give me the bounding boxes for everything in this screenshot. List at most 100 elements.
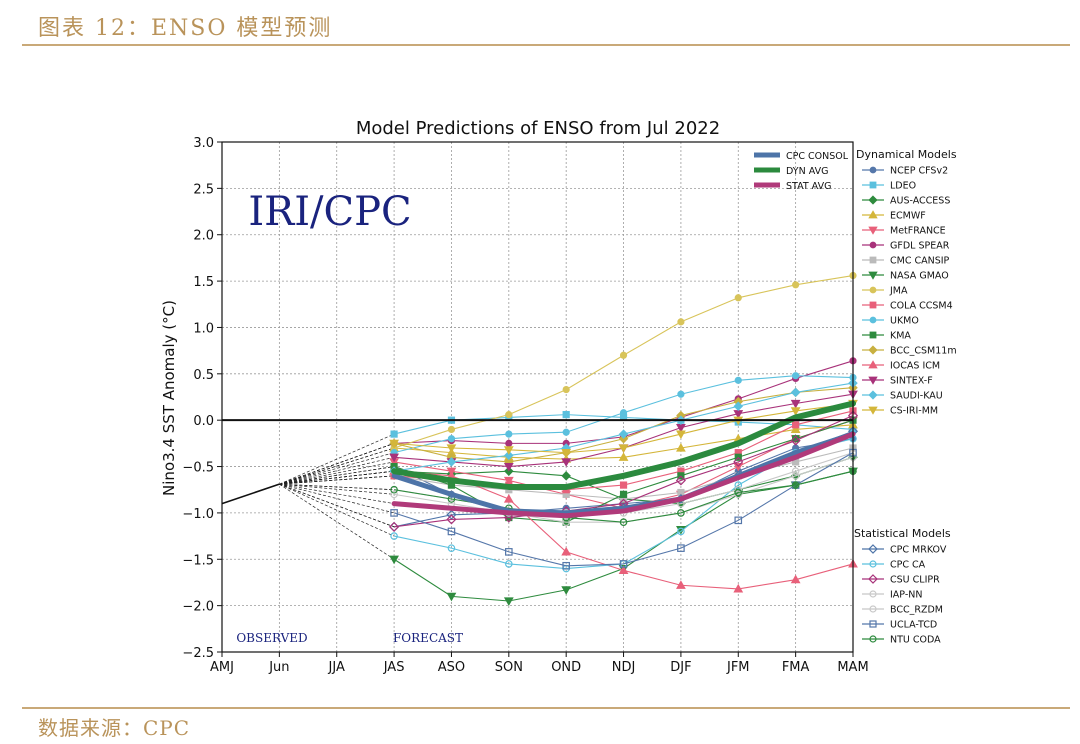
marker [505, 411, 513, 419]
fan-line [279, 443, 395, 485]
marker [868, 376, 878, 385]
marker [618, 429, 629, 439]
avg-line-cpc-consol [391, 431, 856, 516]
y-axis-label: Nino3.4 SST Anomaly (°C) [160, 300, 178, 496]
marker [790, 424, 801, 434]
avg-line-stat-avg [391, 431, 856, 519]
legend-label: MetFRANCE [890, 226, 946, 237]
y-tick-label: 1.0 [193, 321, 214, 336]
marker [390, 430, 398, 438]
x-tick-label: Jun [268, 660, 289, 675]
marker [676, 580, 686, 589]
marker [389, 453, 399, 463]
axes: 3.0 2.5 2.0 1.5 1.0 0.5 0.0 −0.5 −1.0 −1.5 −2.0 −2.… [182, 136, 868, 675]
marker [869, 181, 877, 189]
marker [869, 331, 877, 339]
marker [619, 518, 628, 526]
marker [733, 401, 744, 412]
marker [869, 286, 877, 294]
legend-label: GFDL SPEAR [890, 241, 950, 252]
legend-label: CSU CLIPR [890, 575, 940, 586]
marker [561, 458, 572, 467]
marker [868, 195, 878, 205]
marker [446, 514, 457, 525]
legend: CPC CONSOL DYN AVG STAT AVG Dynamical Model… [754, 148, 957, 646]
legend-label: SAUDI-KAU [890, 391, 943, 402]
y-tick-label: 2.0 [193, 229, 214, 244]
marker [503, 512, 514, 523]
marker [390, 490, 398, 499]
marker [561, 546, 572, 556]
y-tick-label: −1.5 [182, 553, 214, 568]
marker [869, 316, 877, 324]
marker [677, 488, 685, 497]
marker [389, 555, 399, 565]
title-divider [22, 44, 1070, 46]
marker [677, 509, 685, 517]
marker [618, 452, 629, 461]
marker [561, 586, 572, 595]
observed-fan [279, 433, 395, 560]
legend-label: NCEP CFSv2 [890, 166, 948, 177]
legend-label: UCLA-TCD [890, 620, 937, 631]
marker [868, 226, 878, 235]
marker [562, 385, 570, 394]
marker [792, 421, 800, 429]
marker [677, 544, 685, 552]
marker [504, 450, 514, 461]
legend-label: ECMWF [890, 211, 926, 222]
marker [868, 360, 878, 369]
chart-title: Model Predictions of ENSO from Jul 2022 [356, 118, 720, 139]
marker [390, 509, 398, 517]
legend-label: CMC CANSIP [890, 256, 950, 267]
marker [503, 493, 514, 503]
marker [447, 435, 456, 443]
marker [676, 430, 686, 440]
marker [869, 620, 877, 628]
marker [869, 241, 877, 249]
marker [734, 481, 743, 489]
source-divider [22, 707, 1070, 709]
marker [389, 439, 399, 449]
legend-label: IOCAS ICM [890, 361, 940, 372]
x-tick-label: AMJ [210, 660, 234, 675]
legend-label: UKMO [890, 316, 919, 327]
x-tick-label: OND [551, 660, 581, 675]
average-series [391, 400, 856, 519]
series-csu-clipr [389, 410, 859, 532]
fan-line [279, 470, 395, 485]
fan-line [279, 447, 395, 485]
legend-label: COLA CCSM4 [890, 301, 953, 312]
marker [734, 294, 742, 302]
marker [733, 583, 744, 593]
marker [790, 407, 801, 416]
marker [868, 271, 878, 280]
fan-line [279, 433, 395, 485]
x-tick-label: MAM [837, 660, 868, 675]
fan-line [279, 483, 395, 528]
y-tick-label: 3.0 [193, 136, 214, 151]
marker [868, 210, 878, 219]
marker [790, 399, 801, 409]
legend-label: BCC_RZDM [890, 605, 943, 616]
fan-line [279, 483, 395, 537]
fan-line [279, 483, 395, 495]
marker [503, 446, 514, 455]
y-tick-label: 1.5 [193, 275, 214, 290]
fan-line [279, 483, 395, 491]
marker [562, 518, 570, 526]
marker [869, 166, 877, 174]
iri-cpc-watermark: IRI/CPC [248, 189, 411, 235]
y-tick-label: −2.0 [182, 600, 214, 615]
marker [505, 560, 513, 568]
y-tick-label: −0.5 [182, 461, 214, 476]
fan-line [279, 461, 395, 485]
x-tick-label: NDJ [612, 660, 636, 675]
observed-line [221, 483, 280, 505]
marker [619, 481, 628, 489]
marker [792, 372, 800, 380]
marker [446, 457, 457, 467]
fan-line [279, 475, 395, 485]
marker [390, 485, 398, 494]
marker [390, 532, 398, 540]
